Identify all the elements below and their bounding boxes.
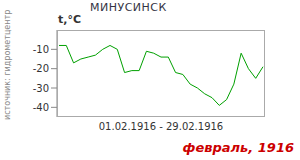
svg-text:-10: -10 xyxy=(33,44,49,55)
svg-text:-30: -30 xyxy=(33,83,49,94)
svg-text:-40: -40 xyxy=(33,102,49,113)
html-text:февраль, 1916: февраль, 1916 xyxy=(182,140,294,155)
html-text:01.02.1916 - 29.02.1916: 01.02.1916 - 29.02.1916 xyxy=(98,121,224,132)
svg-text:-20: -20 xyxy=(33,63,49,74)
html-text:t,°C: t,°C xyxy=(58,13,81,26)
html-text:источник: гидрометцентр: источник: гидрометцентр xyxy=(3,9,12,120)
html-text:МИНУСИНСК: МИНУСИНСК xyxy=(90,1,167,14)
